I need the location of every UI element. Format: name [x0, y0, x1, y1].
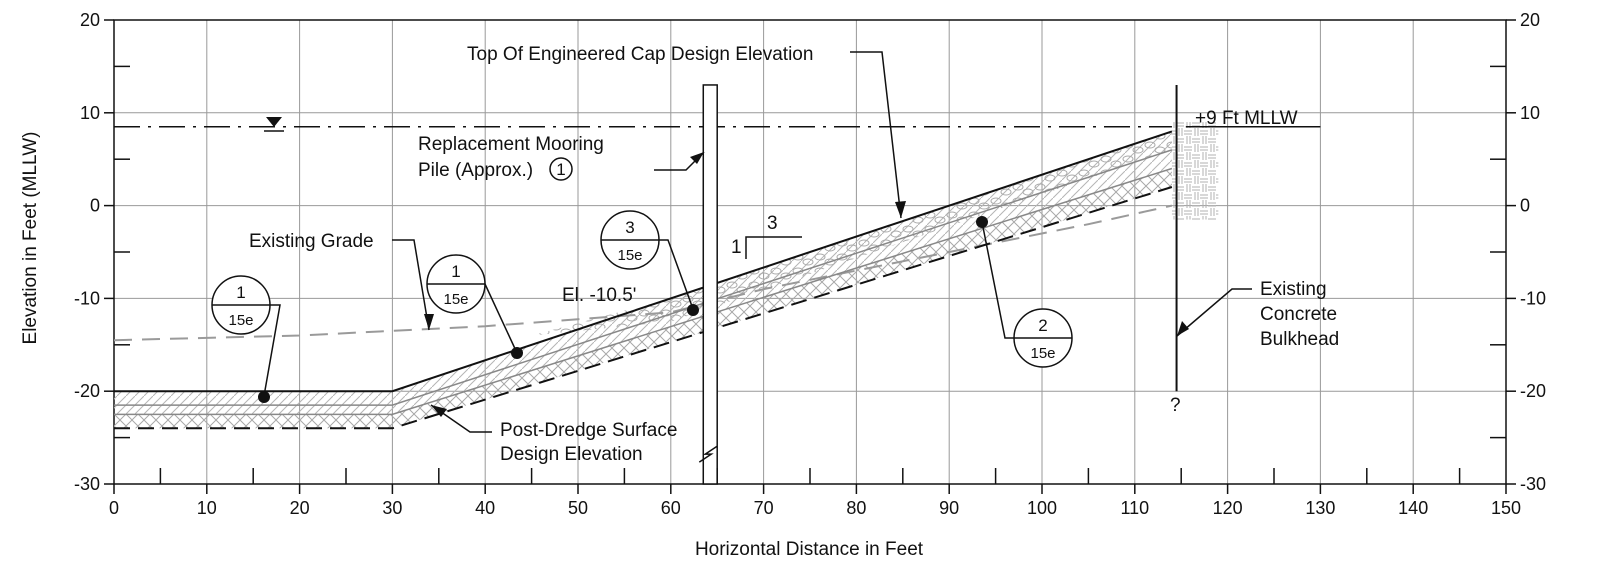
- detail-sheet: 15e: [443, 291, 468, 308]
- pile-label-line1: Replacement Mooring: [418, 134, 604, 155]
- y-tick-label: -20: [74, 381, 100, 401]
- detail-tag: 3 15e: [600, 210, 660, 270]
- x-tick-label: 120: [1213, 498, 1243, 518]
- y-tick-label-right: -30: [1520, 474, 1546, 494]
- slope-indicator: 1 3: [731, 213, 802, 259]
- y-tick-label-right: 0: [1520, 196, 1530, 216]
- leader-lines: [263, 51, 1252, 433]
- detail-sheet: 15e: [228, 312, 253, 329]
- x-tick-label: 60: [661, 498, 681, 518]
- detail-number: 1: [451, 262, 460, 281]
- detail-tag: 2 15e: [1013, 308, 1073, 368]
- dredge-label-line2: Design Elevation: [500, 444, 643, 465]
- x-tick-label: 70: [754, 498, 774, 518]
- leader-arrowheads: [424, 152, 1189, 417]
- detail-tag: 1 15e: [426, 254, 486, 314]
- existing-grade-label: Existing Grade: [249, 231, 374, 252]
- x-axis-title: Horizontal Distance in Feet: [695, 539, 924, 560]
- mooring-pile: [702, 84, 718, 485]
- y-tick-label-right: 10: [1520, 103, 1540, 123]
- bulkhead-riprap-fill: [1171, 122, 1219, 220]
- cap-sublayer-line: [114, 167, 1173, 416]
- profile-lines: [113, 84, 1321, 485]
- x-tick-label: 110: [1120, 498, 1149, 518]
- pile-marker-circle: [549, 157, 573, 181]
- y-tick-label: 0: [90, 196, 100, 216]
- detail-number: 2: [1038, 316, 1047, 335]
- dredge-surface-line: [114, 186, 1173, 430]
- x-tick-label: 50: [568, 498, 588, 518]
- x-tick-label: 90: [939, 498, 959, 518]
- x-tick-label: 0: [109, 498, 119, 518]
- detail-number: 1: [236, 283, 245, 302]
- slope-rise: 1: [731, 237, 742, 258]
- detail-sheet: 15e: [617, 247, 642, 264]
- x-tick-label: 80: [846, 498, 866, 518]
- y-tick-label: -10: [74, 288, 100, 308]
- pile-marker-number: 1: [556, 160, 565, 179]
- y-tick-label-right: -10: [1520, 288, 1546, 308]
- detail-number: 3: [625, 218, 634, 237]
- bulkhead-label-line3: Bulkhead: [1260, 329, 1339, 350]
- slope-run: 3: [767, 213, 778, 234]
- bulkhead-unknown-mark: ?: [1170, 395, 1181, 416]
- dredge-label-line1: Post-Dredge Surface: [500, 420, 677, 441]
- y-tick-label: 10: [80, 103, 100, 123]
- x-tick-label: 100: [1027, 498, 1057, 518]
- bulkhead-label-line1: Existing: [1260, 279, 1327, 300]
- pile-label-line2: Pile (Approx.): [418, 160, 533, 181]
- x-tick-label: 140: [1398, 498, 1428, 518]
- bulkhead-label-line2: Concrete: [1260, 304, 1337, 325]
- y-tick-label-right: -20: [1520, 381, 1546, 401]
- x-tick-label: 130: [1305, 498, 1335, 518]
- x-tick-label: 40: [475, 498, 495, 518]
- x-tick-label: 10: [197, 498, 217, 518]
- y-tick-label: 20: [80, 10, 100, 30]
- leader-dots: [258, 216, 988, 403]
- cap-top-line: [114, 130, 1173, 393]
- detail-sheet: 15e: [1030, 345, 1055, 362]
- pile-break-mark: [698, 445, 718, 463]
- x-tick-label: 150: [1491, 498, 1521, 518]
- y-axis-title: Elevation in Feet (MLLW): [20, 132, 41, 345]
- water-level-icon: [264, 117, 284, 132]
- elevation-label: El. -10.5': [562, 285, 636, 306]
- mllw-label: +9 Ft MLLW: [1195, 108, 1298, 129]
- y-tick-label-right: 20: [1520, 10, 1540, 30]
- x-tick-label: 30: [382, 498, 402, 518]
- detail-tag: 1 15e: [211, 275, 271, 335]
- cap-sublayer-line: [114, 149, 1173, 406]
- top-cap-label: Top Of Engineered Cap Design Elevation: [467, 44, 813, 65]
- x-tick-label: 20: [290, 498, 310, 518]
- layer-fills: [114, 122, 1219, 429]
- cap-layer-fill: [114, 131, 1172, 406]
- y-tick-label: -30: [74, 474, 100, 494]
